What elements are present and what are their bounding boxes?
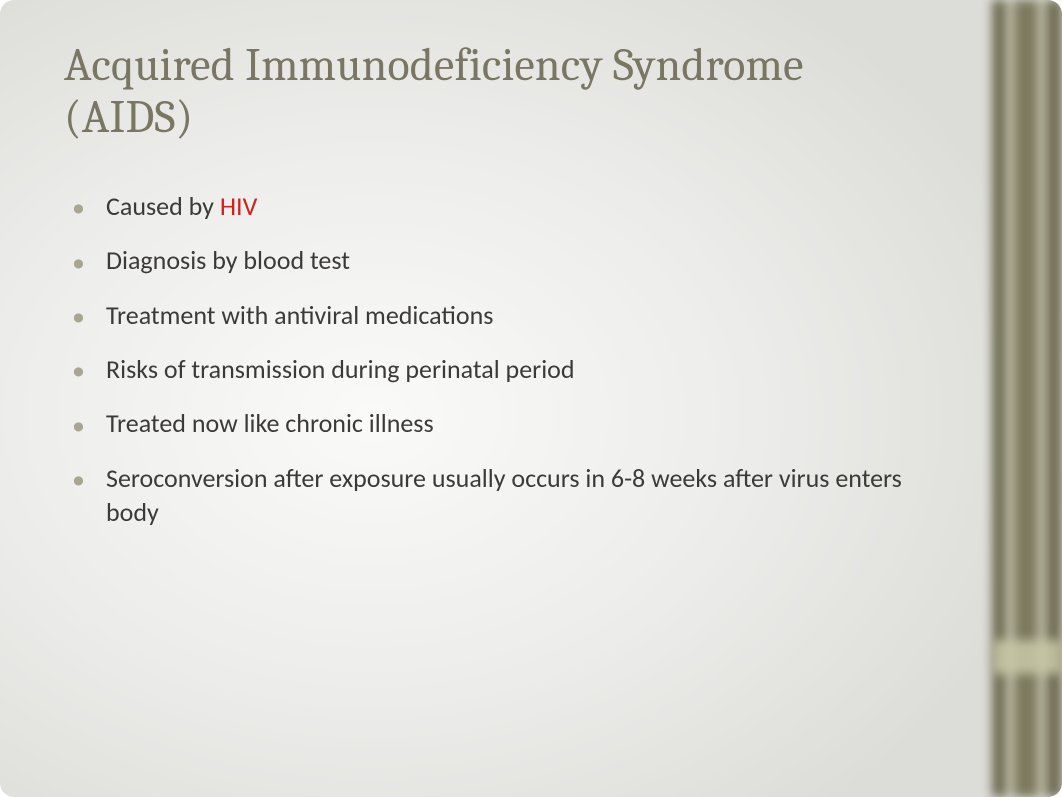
bullet-list: Caused by HIV Diagnosis by blood test Tr…	[64, 189, 942, 529]
stripe-segment	[1038, 0, 1046, 797]
stripe-segment	[1046, 0, 1062, 797]
bullet-text-prefix: Caused by	[106, 190, 220, 222]
bullet-item: Treatment with antiviral medications	[106, 298, 942, 332]
slide-content: Acquired Immunodeficiency Syndrome (AIDS…	[64, 40, 942, 549]
bullet-item: Risks of transmission during perinatal p…	[106, 352, 942, 386]
bullet-item: Diagnosis by blood test	[106, 243, 942, 277]
slide-title: Acquired Immunodeficiency Syndrome (AIDS…	[64, 40, 942, 143]
bullet-text: Risks of transmission during perinatal p…	[106, 353, 575, 385]
bullet-text: Diagnosis by blood test	[106, 244, 350, 276]
highlighted-term: HIV	[220, 190, 258, 222]
bullet-text: Treatment with antiviral medications	[106, 299, 493, 331]
slide: Acquired Immunodeficiency Syndrome (AIDS…	[0, 0, 1062, 797]
stripe-notch	[992, 640, 1062, 674]
stripe-segment	[992, 0, 1006, 797]
bullet-item: Treated now like chronic illness	[106, 406, 942, 440]
bullet-text: Treated now like chronic illness	[106, 407, 434, 439]
stripe-segment	[1006, 0, 1014, 797]
bullet-item: Caused by HIV	[106, 189, 942, 223]
decorative-right-stripe	[992, 0, 1062, 797]
bullet-text: Seroconversion after exposure usually oc…	[106, 462, 902, 528]
bullet-item: Seroconversion after exposure usually oc…	[106, 461, 942, 530]
stripe-segment	[1014, 0, 1038, 797]
